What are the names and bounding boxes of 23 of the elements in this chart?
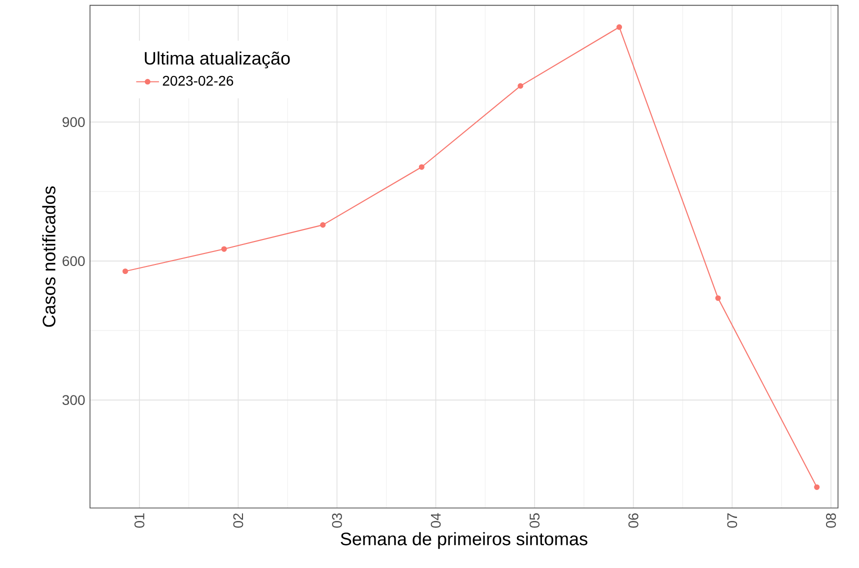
x-tick-label: 06 xyxy=(628,513,638,528)
legend-title: Ultima atualização xyxy=(144,51,290,68)
point xyxy=(715,295,721,301)
x-tick-label: 02 xyxy=(233,513,244,528)
x-tick-label: 01 xyxy=(134,513,144,528)
point xyxy=(320,222,326,228)
point xyxy=(418,164,424,170)
x-tick-label: 05 xyxy=(530,513,540,528)
x-axis-title: Semana de primeiros sintomas xyxy=(340,532,588,549)
x-tick-label: 03 xyxy=(332,513,342,528)
y-tick-label: 900 xyxy=(62,117,85,128)
point xyxy=(518,83,524,89)
point xyxy=(221,246,227,252)
x-tick-label: 08 xyxy=(826,513,836,528)
x-tick-label: 07 xyxy=(727,513,738,528)
y-axis-title: Casos notificados xyxy=(42,186,56,327)
point xyxy=(814,484,820,490)
point xyxy=(122,268,128,274)
y-tick-label: 300 xyxy=(62,395,85,406)
y-tick-label: 600 xyxy=(62,256,85,266)
point xyxy=(616,24,622,30)
x-tick-label: 04 xyxy=(430,513,441,528)
legend-label: 2023-02-26 xyxy=(162,76,234,86)
